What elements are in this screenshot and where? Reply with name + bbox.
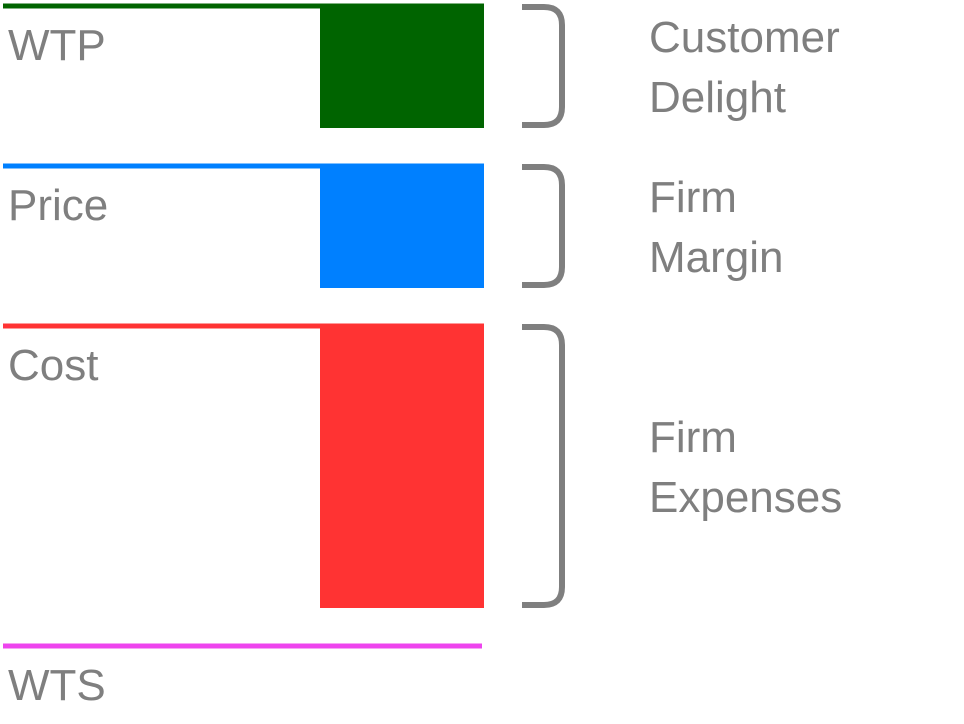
wtp-label: WTP (8, 21, 106, 70)
firm-expenses-label: Firm Expenses (649, 413, 842, 522)
firm-margin-label-line1: Firm (649, 173, 737, 222)
firm-margin-bracket (522, 167, 562, 285)
firm-margin-bar (320, 164, 484, 288)
customer-delight-bar (320, 4, 484, 128)
wtp-level: WTP (3, 4, 484, 128)
customer-delight-bracket (522, 7, 562, 125)
cost-level: Cost (3, 324, 484, 608)
price-level: Price (3, 164, 484, 288)
firm-expenses-bracket (522, 327, 562, 605)
firm-margin-label: Firm Margin (649, 173, 784, 282)
price-label: Price (8, 181, 108, 230)
customer-delight-label: Customer Delight (649, 13, 840, 122)
firm-expenses-label-line2: Expenses (649, 473, 842, 522)
firm-expenses-label-line1: Firm (649, 413, 737, 462)
customer-delight-label-line1: Customer (649, 13, 840, 62)
customer-delight-label-line2: Delight (649, 73, 786, 122)
wts-level: WTS (3, 646, 482, 710)
cost-label: Cost (8, 341, 98, 390)
firm-margin-label-line2: Margin (649, 233, 784, 282)
firm-expenses-bar (320, 324, 484, 608)
wts-label: WTS (8, 661, 106, 710)
